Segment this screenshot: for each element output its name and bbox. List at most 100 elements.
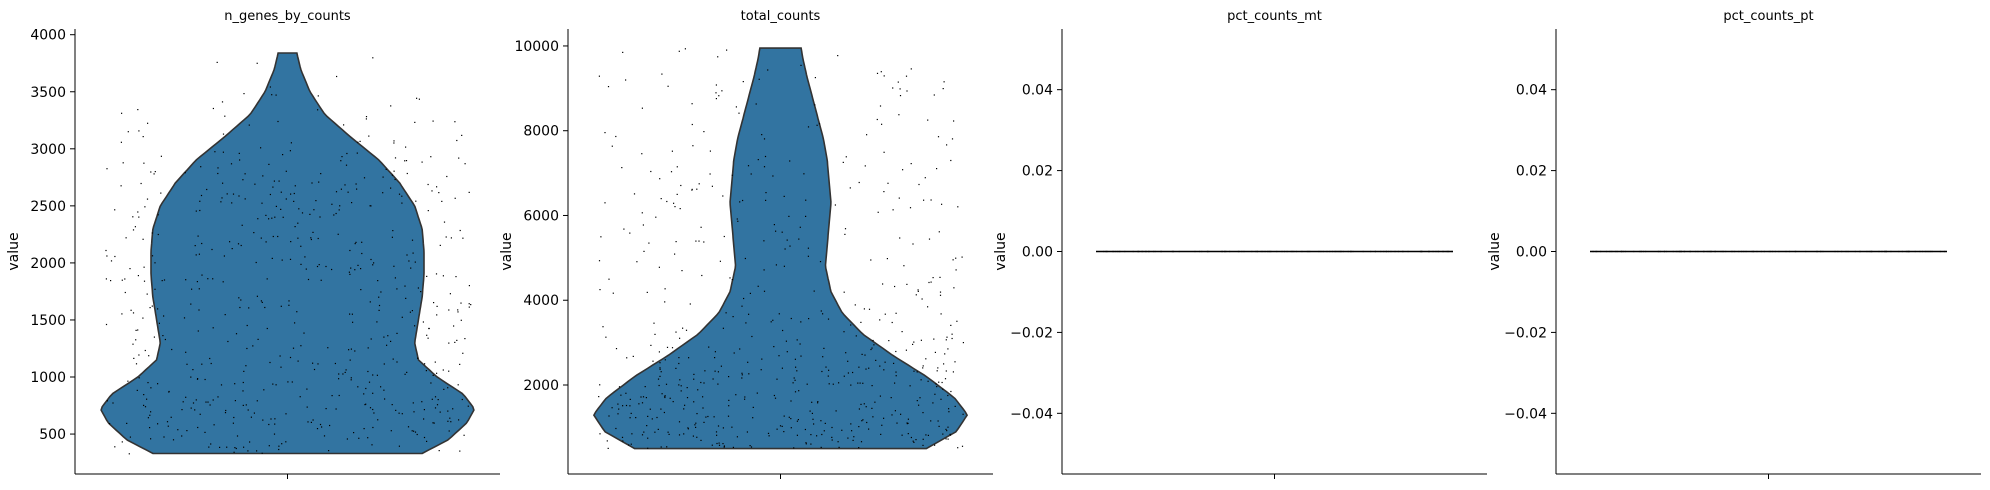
data-point [881, 424, 883, 426]
data-point [962, 413, 964, 415]
data-point [350, 348, 352, 350]
data-point [936, 386, 938, 388]
data-point [129, 436, 131, 438]
data-point [868, 367, 870, 369]
data-point [674, 206, 676, 208]
data-point [261, 301, 263, 303]
data-point [377, 419, 379, 421]
data-point [898, 197, 900, 199]
data-point [310, 238, 312, 241]
data-point [799, 226, 801, 228]
data-point [220, 201, 222, 203]
data-point [1320, 250, 1322, 253]
data-point [1267, 250, 1269, 253]
data-point [238, 297, 240, 299]
data-point [714, 357, 716, 359]
data-point [783, 195, 785, 197]
y-tick-label: 10000 [514, 39, 559, 55]
data-point [630, 443, 632, 445]
data-point [233, 451, 235, 453]
data-point [757, 285, 759, 287]
data-point [813, 290, 815, 292]
data-point [431, 398, 433, 400]
data-point [625, 79, 627, 81]
data-point [1293, 250, 1295, 253]
data-point [233, 416, 235, 419]
data-point [383, 389, 385, 391]
data-point [1339, 250, 1341, 253]
data-point [320, 173, 322, 175]
data-point [279, 355, 281, 357]
data-point [913, 341, 915, 343]
data-point [398, 193, 401, 195]
data-point [773, 394, 775, 397]
data-point [598, 75, 600, 77]
data-point [666, 200, 668, 203]
data-points [598, 48, 964, 449]
data-point [641, 107, 643, 109]
data-point [363, 428, 365, 430]
data-point [936, 370, 938, 372]
data-point [222, 281, 224, 283]
data-point [1633, 250, 1635, 253]
data-point [948, 411, 950, 413]
data-point [460, 302, 462, 304]
data-point [345, 369, 347, 371]
data-point [715, 98, 717, 100]
data-point [797, 419, 799, 421]
data-point [854, 304, 856, 306]
data-point [733, 352, 735, 354]
data-point [930, 281, 932, 283]
data-point [392, 358, 394, 360]
data-point [199, 209, 201, 212]
data-point [122, 162, 124, 164]
data-point [636, 261, 638, 263]
data-point [317, 237, 319, 240]
data-point [265, 214, 267, 216]
data-point [417, 357, 419, 359]
data-point [1383, 250, 1385, 253]
data-point [691, 188, 693, 190]
data-point [331, 268, 333, 271]
data-point [266, 327, 268, 330]
panel-title: n_genes_by_counts [224, 9, 351, 24]
data-point [884, 361, 886, 363]
data-point [718, 444, 721, 446]
data-point [438, 450, 440, 452]
data-point [819, 261, 822, 263]
data-point [719, 260, 721, 262]
data-point [222, 182, 224, 184]
data-point [285, 170, 287, 172]
data-point [717, 56, 719, 58]
data-point [884, 313, 886, 315]
data-point [229, 241, 231, 243]
data-point [622, 440, 624, 442]
data-point [910, 68, 912, 70]
data-point [234, 383, 236, 385]
data-point [796, 434, 798, 436]
data-point [315, 200, 317, 202]
data-point [394, 157, 397, 159]
data-point [928, 281, 930, 284]
data-point [129, 268, 131, 270]
data-point [365, 116, 368, 118]
data-point [1778, 250, 1780, 253]
data-point [243, 93, 245, 95]
data-point [186, 430, 188, 432]
y-tick-label: 2000 [30, 256, 66, 272]
data-point [307, 421, 309, 423]
data-point [900, 413, 902, 415]
data-point [952, 259, 954, 261]
data-point [394, 277, 396, 279]
data-point [748, 313, 750, 315]
data-point [197, 426, 199, 429]
data-point [761, 134, 763, 136]
data-point [1901, 250, 1903, 253]
data-point [358, 437, 360, 439]
data-point [920, 379, 922, 381]
data-point [678, 357, 680, 359]
data-point [269, 193, 271, 196]
data-point [1672, 250, 1674, 253]
data-point [916, 400, 918, 402]
data-point [414, 261, 416, 263]
